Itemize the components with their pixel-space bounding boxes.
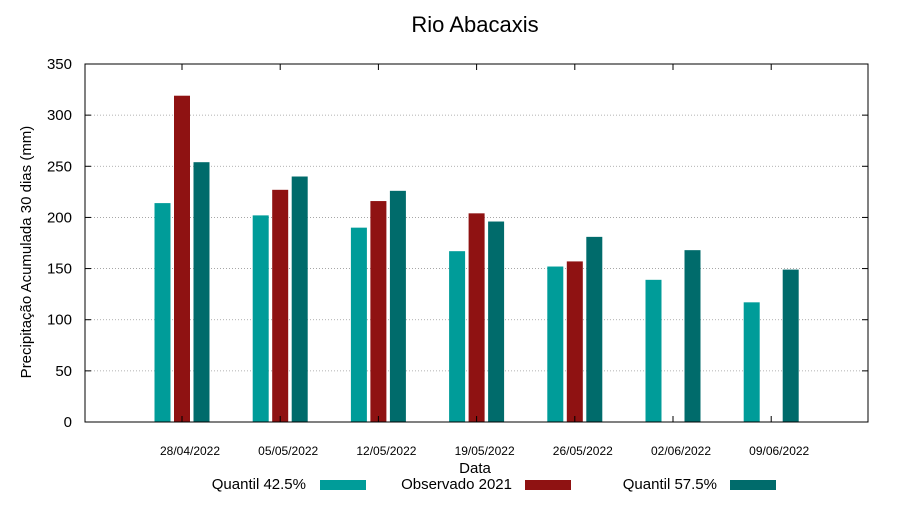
bar [547, 266, 564, 422]
y-axis: 0 50 100 150 200 250 300 350 [47, 56, 868, 431]
bar [782, 269, 799, 422]
legend-swatch [730, 480, 776, 490]
legend: Quantil 42.5% Observado 2021 Quantil 57.5% [212, 476, 776, 493]
bar [743, 302, 760, 422]
y-tick-label: 150 [47, 261, 72, 278]
bar [488, 221, 505, 422]
x-axis-label: Data [459, 460, 491, 477]
y-tick-label: 200 [47, 209, 72, 226]
bar [449, 251, 466, 422]
bar [350, 227, 367, 422]
x-tick-label: 09/06/2022 [749, 444, 809, 458]
chart-title: Rio Abacaxis [411, 12, 538, 37]
y-axis-label: Precipitação Acumulada 30 dias (mm) [18, 126, 35, 379]
y-tick-label: 50 [55, 363, 72, 380]
x-tick-label: 19/05/2022 [455, 444, 515, 458]
x-axis: 28/04/2022 05/05/2022 12/05/2022 19/05/2022… [160, 64, 810, 458]
bar [586, 236, 603, 422]
bars [154, 95, 799, 423]
legend-label: Quantil 57.5% [623, 476, 717, 493]
bar [174, 95, 190, 423]
x-tick-label: 05/05/2022 [258, 444, 318, 458]
bar [684, 250, 701, 422]
legend-swatch [320, 480, 366, 490]
legend-label: Observado 2021 [401, 476, 512, 493]
y-tick-label: 100 [47, 312, 72, 329]
bar [252, 215, 269, 422]
bar [370, 201, 387, 422]
x-tick-label: 26/05/2022 [553, 444, 613, 458]
bar [154, 203, 171, 422]
x-tick-label: 28/04/2022 [160, 444, 220, 458]
bar [566, 261, 583, 422]
x-tick-label: 02/06/2022 [651, 444, 711, 458]
y-tick-label: 0 [64, 414, 72, 431]
bar [468, 213, 485, 422]
y-tick-label: 250 [47, 158, 72, 175]
legend-swatch [525, 480, 571, 490]
y-tick-label: 350 [47, 56, 72, 73]
y-tick-label: 300 [47, 107, 72, 124]
bar [389, 190, 406, 422]
legend-label: Quantil 42.5% [212, 476, 306, 493]
bar [645, 279, 662, 422]
bar [291, 176, 308, 422]
bar [193, 162, 210, 423]
bar [272, 189, 289, 422]
x-tick-label: 12/05/2022 [356, 444, 416, 458]
